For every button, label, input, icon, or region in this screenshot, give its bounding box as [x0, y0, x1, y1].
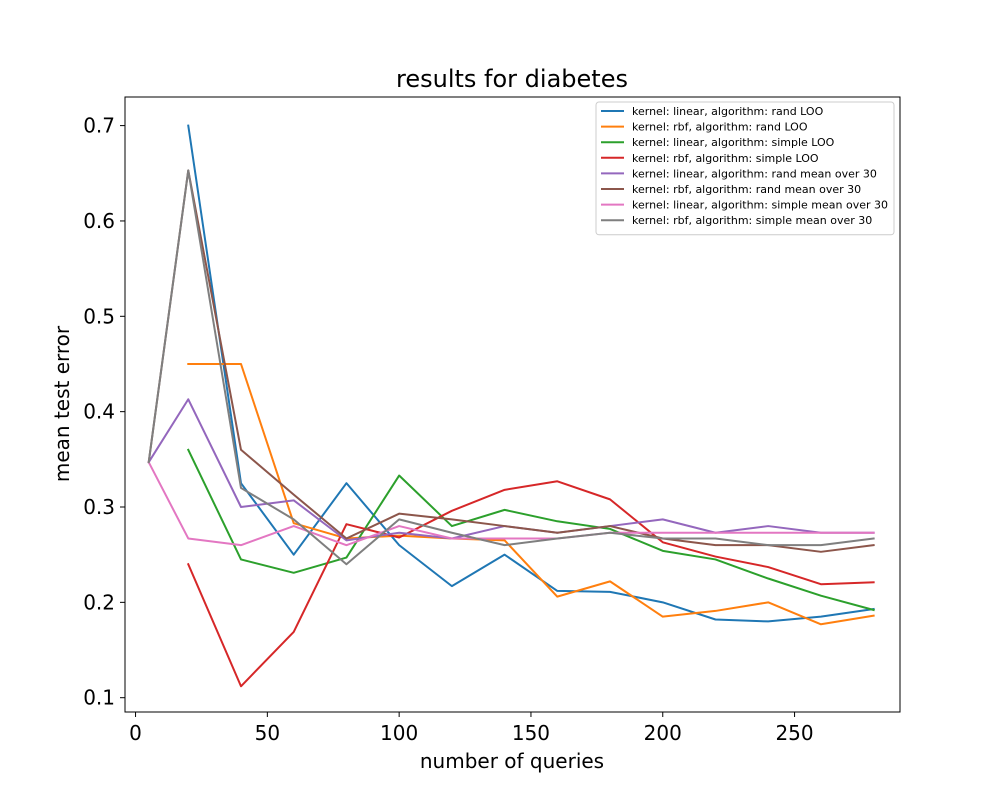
y-tick-label: 0.3 — [83, 495, 115, 519]
legend: kernel: linear, algorithm: rand LOO kerne… — [595, 101, 895, 236]
legend-label: kernel: linear, algorithm: simple LOO — [632, 136, 835, 149]
series-line-6 — [147, 169, 875, 553]
y-tick-label: 0.6 — [83, 209, 115, 233]
x-axis-label: number of queries — [420, 749, 604, 773]
legend-label: kernel: rbf, algorithm: rand LOO — [632, 121, 808, 134]
y-axis: 0.1 0.2 0.3 0.4 0.5 0.6 0.7 — [83, 114, 125, 710]
y-tick-label: 0.1 — [83, 686, 115, 710]
x-tick-label: 100 — [380, 721, 418, 745]
y-axis-label: mean test error — [50, 325, 74, 482]
legend-label: kernel: linear, algorithm: simple mean o… — [632, 199, 888, 212]
series-line-3 — [186, 448, 875, 612]
legend-label: kernel: rbf, algorithm: rand mean over 3… — [632, 183, 861, 196]
y-tick-label: 0.2 — [83, 590, 115, 614]
x-tick-label: 0 — [129, 721, 142, 745]
legend-label: kernel: linear, algorithm: rand mean ove… — [632, 167, 877, 180]
series-line-1 — [187, 124, 875, 623]
x-tick-label: 150 — [512, 721, 550, 745]
legend-box — [595, 101, 895, 236]
series-line-5 — [147, 398, 875, 542]
series-line-7 — [147, 460, 875, 547]
legend-label: kernel: rbf, algorithm: simple LOO — [632, 152, 819, 165]
plot-lines — [147, 124, 875, 688]
y-tick-label: 0.7 — [83, 114, 115, 138]
plot-frame — [124, 96, 901, 713]
y-tick-label: 0.4 — [83, 400, 115, 424]
legend-label: kernel: rbf, algorithm: simple mean over… — [632, 214, 872, 227]
x-tick-label: 200 — [644, 721, 682, 745]
series-line-4 — [186, 480, 875, 688]
legend-label: kernel: linear, algorithm: rand LOO — [632, 105, 824, 118]
y-tick-label: 0.5 — [83, 304, 115, 328]
x-tick-label: 250 — [775, 721, 813, 745]
series-line-2 — [187, 362, 875, 626]
x-axis: 0 50 100 150 200 250 — [129, 712, 814, 745]
chart-title: results for diabetes — [396, 65, 628, 93]
x-tick-label: 50 — [255, 721, 280, 745]
series-line-8 — [147, 169, 875, 566]
